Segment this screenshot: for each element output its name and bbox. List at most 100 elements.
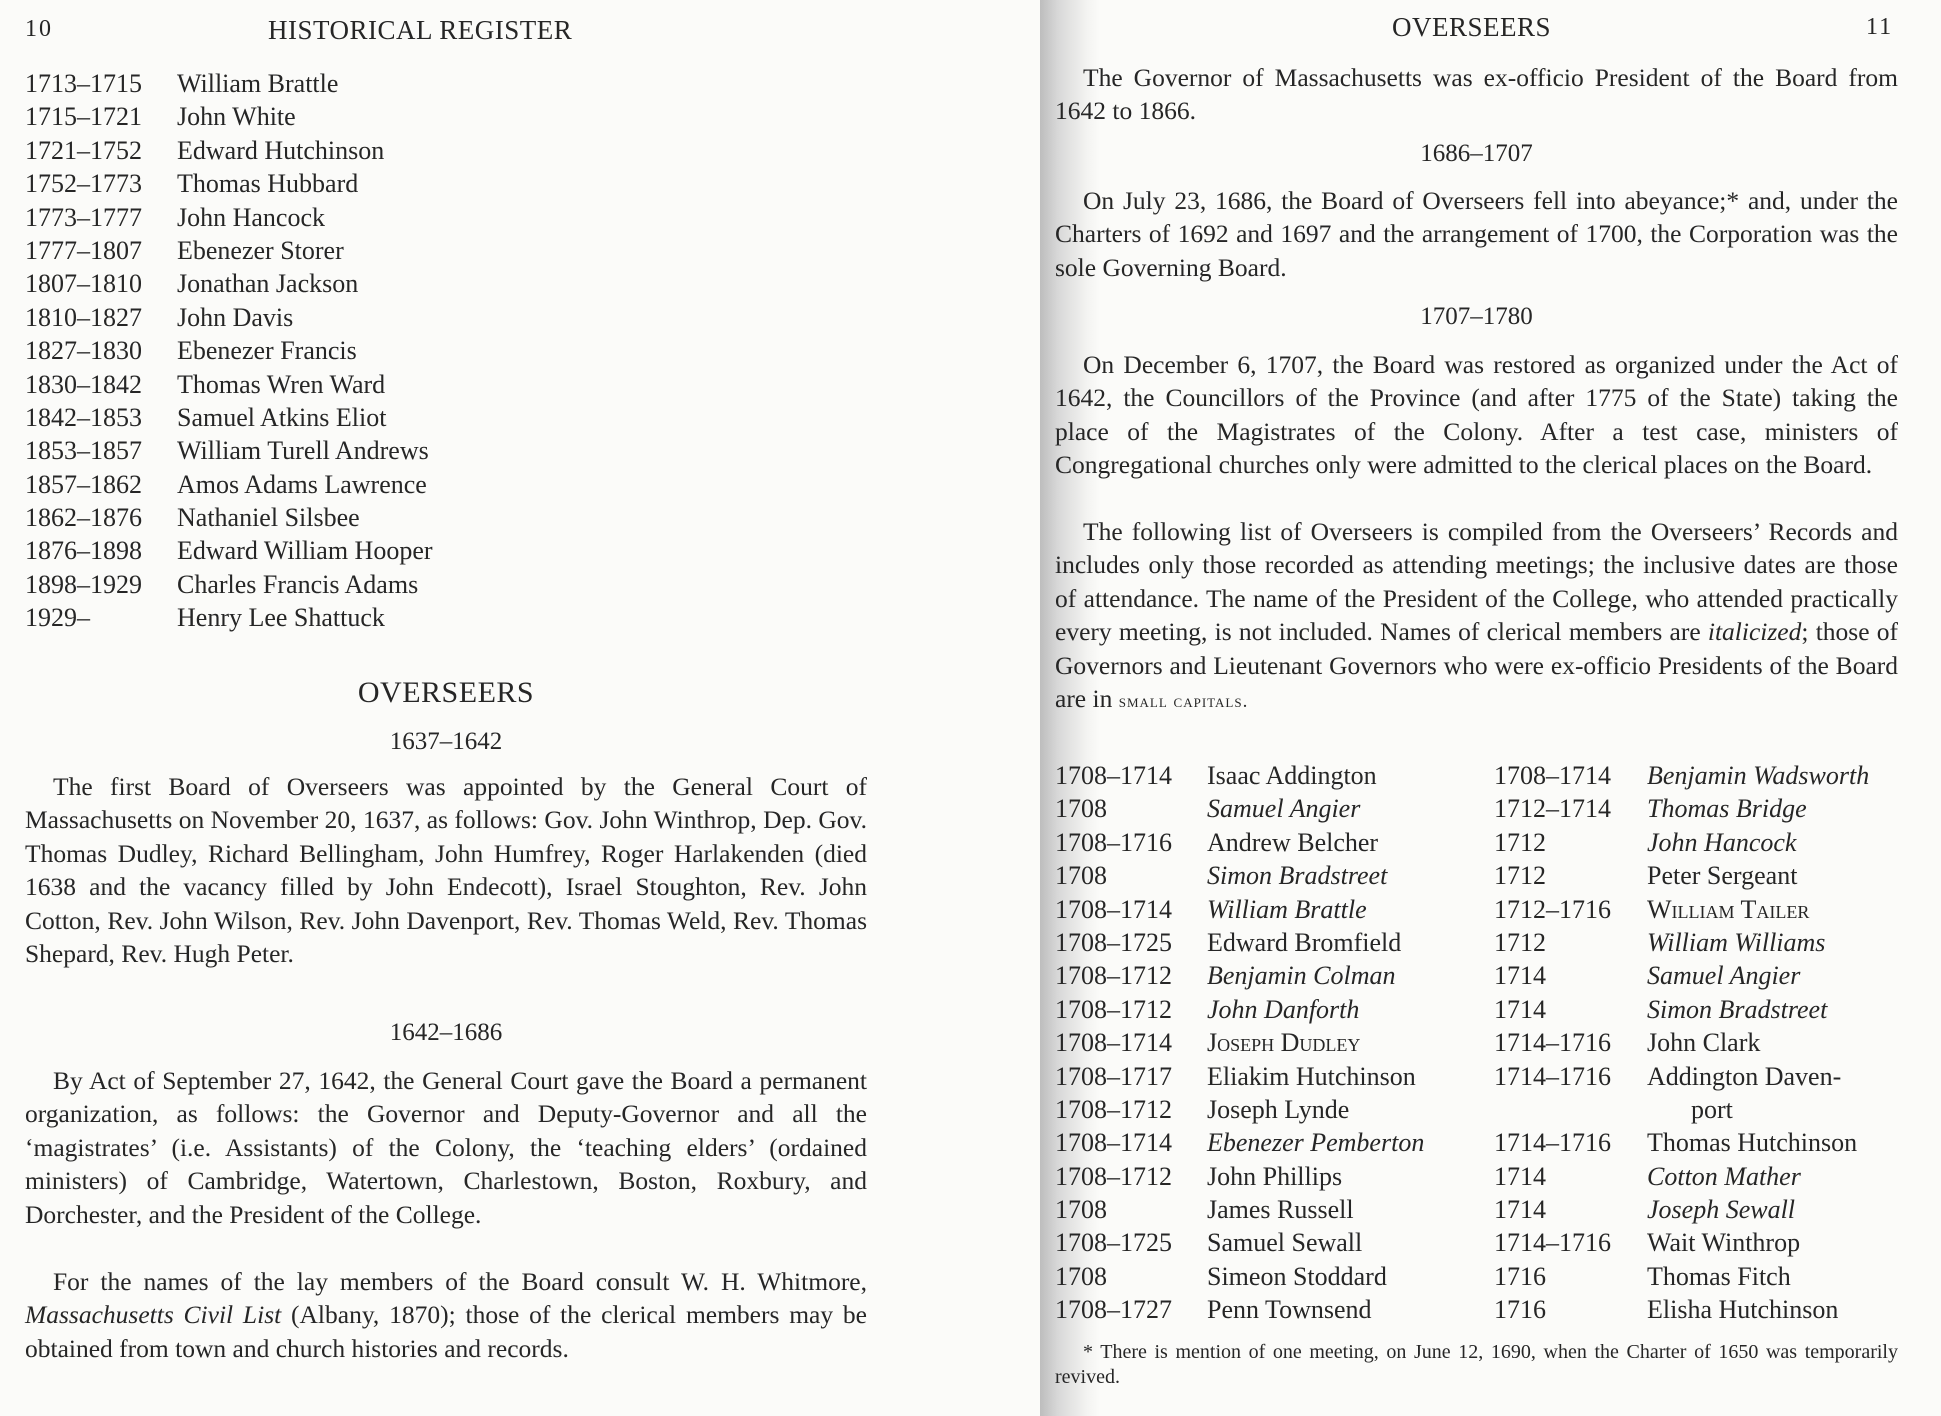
overseer-name: Edward Bromfield [1207,927,1402,957]
president-row: 1830–1842 Thomas Wren Ward [25,368,433,401]
attendance-dates: 1708 [1055,794,1107,824]
attendance-dates: 1714–1716 [1494,1028,1611,1058]
overseer-name: Simon Bradstreet [1647,994,1828,1024]
term-dates: 1862–1876 [25,503,142,533]
overseer-name: James Russell [1207,1195,1354,1225]
page-number: 11 [1866,14,1894,40]
president-name: Ebenezer Francis [177,336,357,366]
overseer-name: John Hancock [1647,827,1797,857]
overseer-row: 1708–1712 John Danforth 1714 Simon Bradstre… [1055,993,1941,1026]
term-dates: 1827–1830 [25,336,142,366]
attendance-dates: 1712 [1494,861,1546,891]
term-dates: 1721–1752 [25,135,142,165]
president-row: 1862–1876 Nathaniel Silsbee [25,501,433,534]
overseer-name: John Phillips [1207,1161,1343,1191]
paragraph: The Governor of Massachusetts was ex-off… [1055,63,1898,126]
term-dates: 1898–1929 [25,569,142,599]
president-name: Nathaniel Silsbee [177,503,360,533]
paragraph: By Act of September 27, 1642, the Genera… [25,1066,867,1229]
overseer-name: Addington Daven- [1647,1061,1842,1091]
attendance-dates: 1716 [1494,1261,1546,1291]
attendance-dates: 1708–1716 [1055,827,1172,857]
term-dates: 1713–1715 [25,69,142,98]
period-heading: 1686–1707 [1420,140,1533,167]
overseer-name: Thomas Fitch [1647,1261,1791,1291]
president-row: 1777–1807 Ebenezer Storer [25,234,433,267]
president-row: 1715–1721 John White [25,100,433,133]
president-name: Henry Lee Shattuck [177,603,385,633]
attendance-dates: 1708 [1055,1261,1107,1291]
attendance-dates: 1712–1716 [1494,894,1611,924]
term-dates: 1752–1773 [25,169,142,199]
overseer-name: Simon Bradstreet [1207,861,1388,891]
president-row: 1857–1862 Amos Adams Lawrence [25,468,433,501]
attendance-dates: 1714 [1494,994,1546,1024]
president-row: 1929– Henry Lee Shattuck [25,601,433,634]
overseer-row: 1708–1714 Isaac Addington 1708–1714 Benjami… [1055,759,1941,792]
president-row: 1810–1827 John Davis [25,301,433,334]
overseer-row: 1708–1716 Andrew Belcher 1712 John Hancock [1055,826,1941,859]
paragraph: On July 23, 1686, the Board of Overseers… [1055,186,1898,282]
attendance-dates: 1708–1712 [1055,1094,1172,1124]
overseer-name: Eliakim Hutchinson [1207,1061,1416,1091]
presidents-list: 1713–1715 William Brattle 1715–1721 John Wh… [25,67,433,635]
overseer-row: 1708–1714 William Brattle 1712–1716 William… [1055,893,1941,926]
text: (Albany, 1870); those of the clerical me… [25,1300,867,1363]
overseer-name: Benjamin Wadsworth [1647,761,1870,790]
president-name: Thomas Hubbard [177,169,359,199]
overseer-name: William Tailer [1647,894,1810,924]
president-name: Charles Francis Adams [177,569,419,599]
text: The following list of Overseers is compi… [1055,517,1898,647]
attendance-dates: 1714 [1494,1195,1546,1225]
president-name: Jonathan Jackson [177,269,359,299]
section-title: OVERSEERS [357,676,535,709]
attendance-dates: 1708–1712 [1055,1161,1172,1191]
president-row: 1752–1773 Thomas Hubbard [25,167,433,200]
attendance-dates: 1708–1714 [1055,894,1172,924]
overseer-name: Wait Winthrop [1647,1228,1801,1258]
overseer-name: Samuel Angier [1647,961,1801,991]
term-dates: 1929– [25,603,90,633]
overseer-row: 1708–1712 Joseph Lynde port [1055,1093,1941,1126]
president-row: 1713–1715 William Brattle [25,67,433,100]
attendance-dates: 1708–1727 [1055,1295,1172,1325]
term-dates: 1715–1721 [25,102,142,132]
paragraph: The following list of Overseers is compi… [1055,515,1898,718]
overseer-name: Isaac Addington [1207,761,1377,790]
attendance-dates: 1708–1725 [1055,1228,1172,1258]
overseer-name: Penn Townsend [1207,1295,1372,1325]
overseer-name: port [1691,1094,1733,1124]
period-heading: 1642–1686 [389,1019,503,1046]
attendance-dates: 1714 [1494,961,1546,991]
attendance-dates: 1712 [1494,927,1546,957]
president-row: 1827–1830 Ebenezer Francis [25,334,433,367]
president-row: 1853–1857 William Turell Andrews [25,434,433,467]
overseer-name: Joseph Sewall [1647,1195,1796,1225]
term-dates: 1773–1777 [25,202,142,232]
attendance-dates: 1708 [1055,861,1107,891]
attendance-dates: 1714–1716 [1494,1061,1611,1091]
president-row: 1721–1752 Edward Hutchinson [25,134,433,167]
president-row: 1807–1810 Jonathan Jackson [25,267,433,300]
term-dates: 1842–1853 [25,402,142,432]
attendance-dates [1494,1093,1647,1126]
overseer-row: 1708–1714 Ebenezer Pemberton 1714–1716 Thom… [1055,1126,1941,1159]
attendance-dates: 1708–1712 [1055,961,1172,991]
president-name: Edward William Hooper [177,536,433,566]
president-name: William Turell Andrews [177,436,429,466]
text: For the names of the lay members of the … [53,1267,867,1296]
attendance-dates: 1714–1716 [1494,1228,1611,1258]
term-dates: 1876–1898 [25,536,142,566]
overseer-name: John Danforth [1207,994,1360,1024]
attendance-dates: 1708 [1055,1195,1107,1225]
period-heading: 1707–1780 [1420,303,1533,330]
overseer-name: William Williams [1647,927,1826,957]
overseer-name: Peter Sergeant [1647,861,1798,891]
running-head: HISTORICAL REGISTER [268,15,573,45]
president-name: Samuel Atkins Eliot [177,402,387,432]
overseer-name: Elisha Hutchinson [1647,1295,1839,1325]
overseers-table: 1708–1714 Isaac Addington 1708–1714 Benjami… [1055,759,1941,1327]
overseer-row: 1708 James Russell 1714 Joseph Sewall [1055,1193,1941,1226]
text: ; those of Governors and Lieutenant Gove… [1055,617,1898,714]
term-dates: 1810–1827 [25,302,142,332]
